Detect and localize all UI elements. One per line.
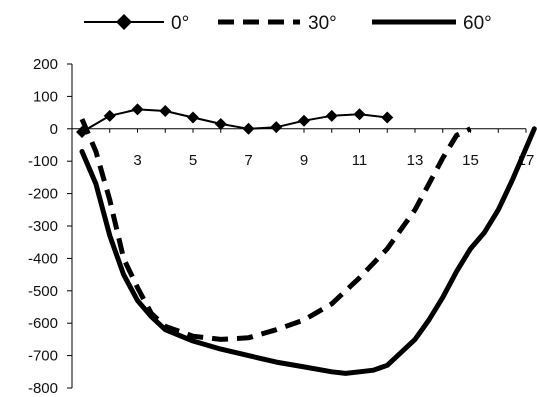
data-point (187, 111, 199, 124)
y-tick-label: -600 (28, 315, 58, 332)
legend-label-2: 60° (463, 13, 492, 34)
data-point (103, 109, 116, 122)
series-line-2 (79, 126, 537, 376)
y-tick-label: 0 (50, 121, 58, 138)
y-tick-label: -800 (28, 380, 58, 397)
data-point (325, 109, 338, 122)
y-tick-label: -100 (28, 153, 58, 170)
x-tick-label: 15 (462, 152, 479, 169)
data-point (76, 126, 88, 139)
data-point (214, 117, 227, 130)
y-tick-label: -200 (28, 186, 58, 203)
x-tick-label: 9 (300, 152, 308, 169)
legend: 0° 30° 60° (84, 13, 492, 34)
data-point (242, 122, 255, 135)
y-tick-label: -500 (28, 283, 58, 300)
series-line-1 (79, 118, 472, 342)
y-tick-label: 200 (33, 56, 58, 73)
legend-label-1: 30° (308, 13, 337, 34)
legend-label-0: 0° (171, 13, 189, 34)
y-tick-label: -300 (28, 218, 58, 235)
data-point (131, 103, 144, 116)
legend-marker (116, 14, 132, 30)
y-tick-label: -400 (28, 250, 58, 267)
x-tick-label: 7 (244, 152, 252, 169)
y-tick-label: -700 (28, 348, 58, 365)
x-tick-label: 11 (352, 152, 368, 169)
data-point (353, 108, 366, 121)
data-point (298, 114, 310, 127)
x-tick-label: 3 (133, 152, 141, 169)
data-point (381, 111, 394, 124)
series-layer (76, 103, 537, 376)
y-tick-label: 100 (33, 88, 58, 105)
x-tick-label: 5 (189, 152, 197, 169)
data-point (270, 121, 283, 134)
x-tick-label: 13 (407, 152, 424, 169)
axes: 200 100 0 -100 -200 -300 -400 -500 -600 -700 -800 3… (28, 56, 534, 397)
data-point (159, 104, 172, 117)
